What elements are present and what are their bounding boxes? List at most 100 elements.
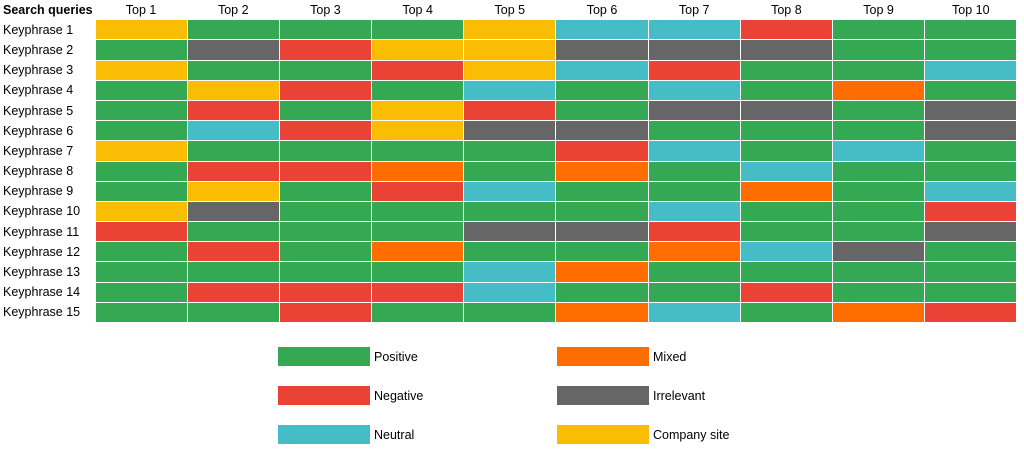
heatmap-cell	[371, 79, 465, 101]
row-label: Keyphrase 2	[3, 42, 74, 57]
heatmap-cell	[463, 120, 557, 142]
heatmap-cell	[94, 180, 188, 202]
row-label: Keyphrase 5	[3, 103, 74, 118]
heatmap-cell	[94, 39, 188, 61]
heatmap-cell	[94, 160, 188, 182]
heatmap-cell	[278, 200, 373, 223]
heatmap-cell	[94, 241, 188, 263]
heatmap-cell	[186, 140, 280, 162]
heatmap-cell	[924, 59, 1018, 81]
heatmap-cell	[94, 79, 188, 101]
legend-label: Company site	[653, 427, 730, 442]
column-header: Top 8	[771, 2, 802, 17]
legend-label: Negative	[374, 388, 424, 403]
heatmap-cell	[924, 221, 1018, 243]
row-label: Keyphrase 7	[3, 143, 74, 158]
column-header: Top 1	[125, 2, 157, 17]
heatmap-cell	[371, 221, 465, 243]
heatmap-cell	[278, 301, 373, 324]
heatmap-body: Keyphrase 1 Keyphrase 2 Keyphrase 3 Keyphra…	[0, 19, 1018, 324]
heatmap-cell	[647, 120, 741, 142]
table-row: Keyphrase 12	[0, 241, 1018, 263]
legend-label: Mixed	[653, 349, 687, 364]
heatmap-cell	[186, 120, 280, 142]
heatmap-cell	[647, 99, 741, 122]
column-header: Top 2	[217, 2, 249, 17]
heatmap-cell	[94, 301, 188, 324]
heatmap-cell	[278, 160, 373, 182]
heatmap-cell	[371, 39, 465, 61]
heatmap-cell	[739, 180, 834, 202]
heatmap-cell	[371, 59, 465, 81]
heatmap-cell	[186, 39, 280, 61]
heatmap-cell	[555, 261, 649, 283]
heatmap-cell	[739, 160, 834, 182]
heatmap-table: Search queries Top 1 Top 2 Top 3 Top 4 Top 5…	[0, 0, 1018, 324]
heatmap-cell	[831, 180, 926, 202]
legend-swatch	[278, 347, 370, 366]
heatmap-cell	[924, 140, 1018, 162]
heatmap-cell	[278, 281, 373, 303]
row-label: Keyphrase 11	[3, 224, 80, 239]
column-header: Top 5	[494, 2, 526, 17]
heatmap-cell	[647, 140, 741, 162]
column-header: Top 3	[310, 2, 341, 17]
column-header: Top 9	[863, 2, 894, 17]
heatmap-cell	[278, 140, 373, 162]
heatmap-cell	[739, 120, 834, 142]
legend-item-irrelevant: Irrelevant	[557, 386, 705, 405]
heatmap-cell	[463, 221, 557, 243]
heatmap-cell	[463, 200, 557, 223]
heatmap-cell	[463, 301, 557, 324]
heatmap-cell	[278, 180, 373, 202]
heatmap-cell	[739, 281, 834, 303]
heatmap-cell	[924, 180, 1018, 202]
heatmap-cell	[831, 120, 926, 142]
heatmap-cell	[924, 200, 1018, 223]
header-row: Search queries Top 1 Top 2 Top 3 Top 4 Top 5…	[0, 0, 1017, 20]
column-header: Top 7	[678, 2, 710, 17]
heatmap-cell	[94, 99, 188, 122]
heatmap-cell	[463, 39, 557, 61]
table-row: Keyphrase 2	[0, 39, 1018, 61]
heatmap-cell	[186, 200, 280, 223]
heatmap-cell	[186, 301, 280, 324]
heatmap-cell	[555, 99, 649, 122]
row-label: Keyphrase 13	[3, 265, 81, 280]
column-header: Top 4	[402, 2, 433, 17]
legend-swatch	[278, 425, 370, 444]
heatmap-cell	[739, 301, 834, 324]
heatmap-cell	[186, 221, 280, 243]
row-label: Keyphrase 12	[3, 244, 81, 259]
heatmap-cell	[924, 261, 1018, 283]
heatmap-cell	[186, 261, 280, 283]
heatmap-cell	[924, 19, 1018, 41]
heatmap-cell	[278, 19, 373, 41]
heatmap-cell	[739, 59, 834, 81]
heatmap-cell	[739, 140, 834, 162]
row-label: Keyphrase 1	[3, 22, 74, 37]
heatmap-cell	[94, 221, 188, 243]
column-header: Top 6	[586, 2, 618, 17]
legend-label: Positive	[374, 349, 418, 364]
row-label: Keyphrase 8	[3, 164, 74, 179]
legend-swatch	[557, 425, 649, 444]
heatmap-cell	[463, 281, 557, 303]
heatmap-cell	[371, 301, 465, 324]
heatmap-cell	[278, 241, 373, 263]
heatmap-cell	[924, 39, 1018, 61]
heatmap-cell	[371, 200, 465, 223]
table-row: Keyphrase 14	[0, 281, 1018, 303]
heatmap-cell	[278, 79, 373, 101]
heatmap-cell	[555, 301, 649, 324]
heatmap-cell	[371, 99, 465, 122]
heatmap-cell	[831, 301, 926, 324]
heatmap-cell	[924, 120, 1018, 142]
row-label: Keyphrase 3	[3, 63, 74, 78]
row-label: Keyphrase 6	[3, 123, 74, 138]
heatmap-cell	[739, 79, 834, 101]
heatmap-cell	[94, 19, 188, 41]
heatmap-cell	[924, 241, 1018, 263]
heatmap-cell	[94, 120, 188, 142]
